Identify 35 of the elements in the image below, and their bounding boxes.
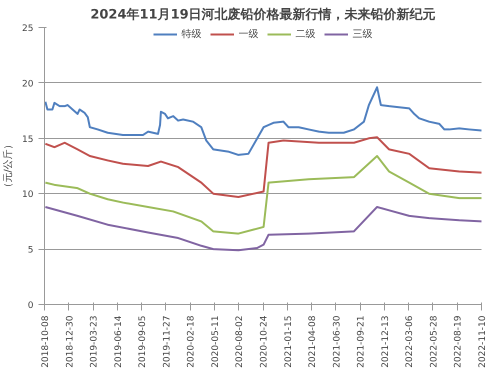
x-tick-label: 2018-12-30 [65, 315, 76, 368]
y-tick-label: 25 [22, 24, 34, 34]
x-tick-label: 2020-05-11 [210, 315, 221, 368]
x-tick-label: 2019-09-05 [138, 315, 148, 368]
legend-label: 二级 [296, 28, 316, 41]
line-series [44, 155, 482, 235]
x-tick-label: 2022-03-06 [405, 315, 416, 368]
chart-title: 2024年11月19日河北废铅价格最新行情，未来铅价新纪元 [90, 6, 436, 22]
y-tick-label: 10 [22, 190, 34, 200]
x-tick-label: 2020-02-18 [186, 315, 197, 368]
y-axis-title: （元/公斤） [2, 139, 14, 193]
x-tick-label: 2021-04-08 [308, 315, 318, 368]
line-series [44, 86, 482, 156]
x-tick-label: 2022-08-19 [454, 315, 464, 368]
x-tick-label: 2021-12-13 [380, 315, 391, 368]
line-series [44, 136, 482, 198]
line-series [44, 206, 482, 252]
x-tick-label: 2020-10-24 [260, 315, 270, 368]
x-tick-label: 2018-10-08 [41, 315, 51, 368]
y-tick-label: 20 [22, 79, 34, 90]
x-tick-label: 2021-09-21 [356, 315, 367, 368]
legend-label: 一级 [238, 28, 258, 41]
x-tick-label: 2021-01-15 [284, 315, 294, 368]
y-tick-label: 15 [22, 134, 34, 145]
legend-label: 三级 [352, 28, 372, 41]
legend-label: 特级 [182, 28, 202, 41]
y-tick-label: 0 [28, 301, 34, 311]
x-tick-label: 2020-08-02 [235, 315, 246, 368]
x-tick-label: 2022-05-28 [429, 315, 440, 368]
x-tick-label: 2019-03-23 [90, 315, 100, 368]
x-tick-label: 2019-06-14 [114, 315, 124, 368]
x-tick-label: 2022-11-10 [478, 315, 488, 368]
y-tick-label: 5 [28, 246, 34, 256]
x-tick-label: 2021-06-30 [332, 315, 342, 368]
x-tick-label: 2019-11-27 [162, 315, 172, 368]
